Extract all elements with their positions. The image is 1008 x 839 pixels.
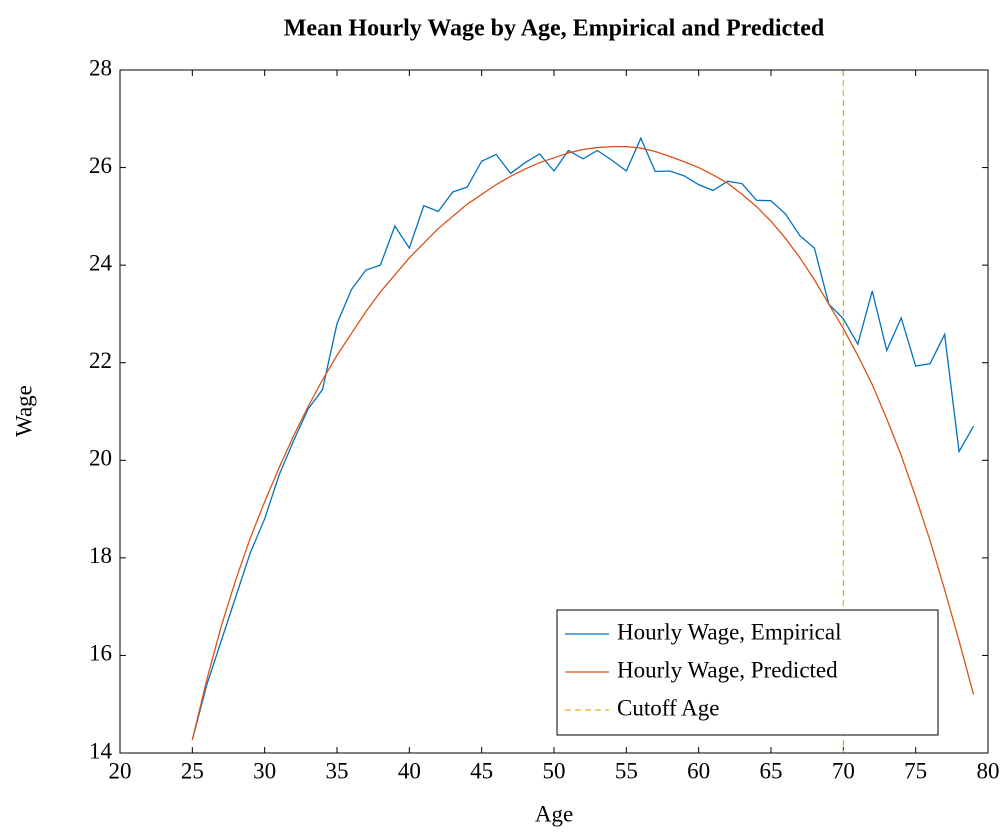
y-tick-label: 18 (89, 543, 112, 568)
y-tick-label: 28 (89, 55, 112, 80)
x-axis-label: Age (535, 801, 573, 826)
y-tick-label: 26 (89, 153, 112, 178)
chart-title: Mean Hourly Wage by Age, Empirical and P… (284, 16, 825, 42)
y-tick-label: 20 (89, 446, 112, 471)
legend-label: Cutoff Age (617, 695, 719, 720)
x-tick-label: 60 (687, 758, 710, 783)
x-tick-label: 80 (977, 758, 1000, 783)
x-tick-label: 55 (615, 758, 638, 783)
data-line (191, 136, 975, 740)
axes-frame (119, 69, 989, 754)
x-tick-label: 20 (109, 758, 132, 783)
data-line (191, 145, 975, 740)
y-tick-label: 24 (89, 250, 113, 275)
y-tick-label: 22 (89, 348, 112, 373)
x-tick-label: 30 (253, 758, 276, 783)
x-tick-label: 35 (326, 758, 349, 783)
x-tick-label: 65 (760, 758, 783, 783)
x-tick-label: 40 (398, 758, 421, 783)
legend-label: Hourly Wage, Predicted (617, 657, 838, 682)
x-tick-label: 25 (181, 758, 204, 783)
x-tick-label: 45 (470, 758, 493, 783)
y-axis-label: Wage (11, 385, 36, 437)
x-tick-label: 75 (904, 758, 927, 783)
legend-label: Hourly Wage, Empirical (617, 619, 841, 644)
x-tick-label: 50 (543, 758, 566, 783)
x-tick-label: 70 (832, 758, 855, 783)
legend-box (556, 609, 939, 736)
y-tick-label: 16 (89, 641, 112, 666)
y-tick-label: 14 (89, 738, 113, 763)
